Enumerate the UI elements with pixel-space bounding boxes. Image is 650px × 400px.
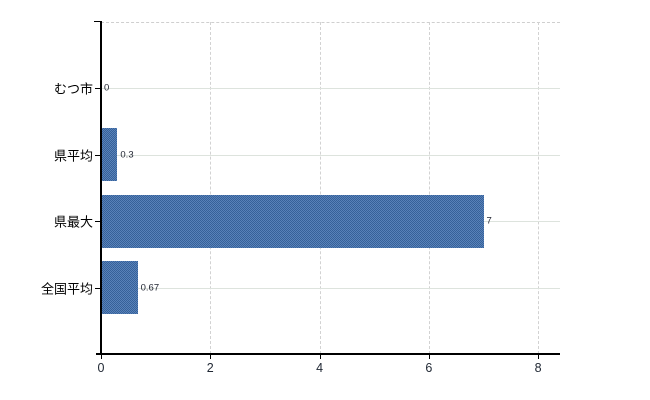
bar-2 (101, 194, 484, 248)
y-tick (95, 154, 101, 156)
category-label: 県最大 (53, 214, 93, 230)
bar-value-label: 0.67 (140, 281, 160, 293)
bar-value-label: 0.3 (120, 149, 134, 161)
x-tick-label: 0 (97, 361, 105, 375)
category-label: 県平均 (53, 148, 93, 164)
h-gridline (101, 287, 560, 289)
x-tick (101, 354, 102, 359)
y-tick (95, 221, 101, 223)
y-tick (95, 287, 101, 289)
bar-value-label: 7 (486, 215, 492, 227)
h-gridline (101, 154, 560, 156)
h-gridline (101, 88, 560, 90)
bar-value-label: 0 (104, 82, 110, 94)
y-axis-top-tick (94, 21, 101, 22)
bar-1 (101, 128, 118, 182)
y-axis-line (100, 21, 102, 354)
x-tick (210, 354, 212, 359)
v-gridline (428, 22, 430, 354)
v-gridline (538, 22, 540, 354)
x-tick (319, 354, 321, 359)
bar-3 (101, 261, 138, 315)
x-tick (538, 354, 540, 359)
v-gridline (319, 22, 321, 354)
x-tick-label: 2 (206, 361, 214, 375)
category-label: むつ市 (53, 81, 93, 97)
x-tick (428, 354, 430, 359)
v-gridline (210, 22, 212, 354)
x-tick-label: 8 (534, 361, 542, 375)
x-tick-label: 6 (425, 361, 433, 375)
x-axis-line (96, 353, 560, 355)
plot-top-border (101, 22, 560, 23)
x-tick-label: 4 (316, 361, 324, 375)
y-tick (95, 88, 101, 90)
category-label: 全国平均 (40, 281, 93, 297)
